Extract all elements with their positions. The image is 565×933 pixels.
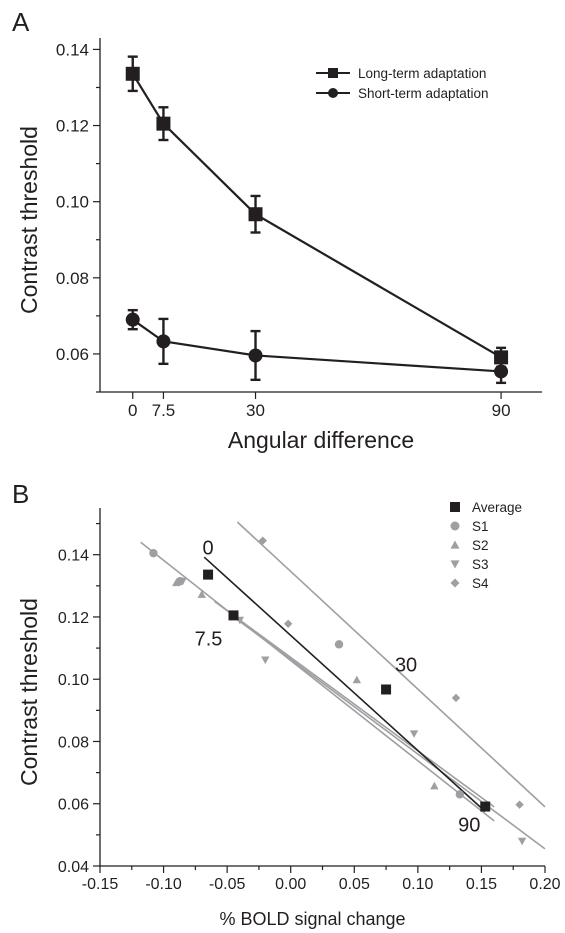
x-axis-title: % BOLD signal change [219, 909, 405, 929]
point-label: 0 [203, 538, 214, 560]
x-tick-label: 0.05 [339, 876, 370, 893]
x-tick-label: 0 [128, 401, 137, 420]
data-point [455, 790, 465, 799]
data-point [352, 675, 362, 684]
legend: Long-term adaptation Short-term adaptatio… [316, 66, 489, 101]
legend-marker [450, 540, 460, 549]
x-axis-title: Angular difference [228, 427, 414, 453]
panel-label: B [12, 479, 29, 509]
data-point [381, 684, 392, 695]
series-2 [172, 578, 439, 790]
legend-marker [328, 88, 338, 98]
fit-line-3 [229, 613, 546, 850]
data-point [203, 569, 214, 580]
data-point [451, 693, 461, 703]
data-point [197, 590, 206, 598]
legend-label: S2 [472, 538, 489, 553]
y-axis-title: Contrast threshold [16, 126, 42, 314]
legend-label: Average [472, 500, 522, 515]
data-point [515, 800, 524, 809]
data-point [283, 619, 293, 629]
y-axis-title: Contrast threshold [16, 598, 42, 786]
y-tick-label: 0.06 [58, 797, 89, 814]
fit-line-0 [203, 556, 486, 813]
y-tick-label: 0.08 [58, 734, 89, 751]
panel-label: A [12, 7, 30, 37]
y-tick-label: 0.08 [56, 269, 89, 288]
x-tick-label: 90 [492, 401, 511, 420]
legend-label: S4 [472, 576, 489, 591]
legend-label: S1 [472, 519, 489, 534]
data-point [125, 66, 140, 81]
legend-marker [328, 68, 338, 78]
y-tick-label: 0.14 [56, 40, 89, 59]
legend-label: S3 [472, 557, 489, 572]
data-point [172, 578, 181, 587]
y-tick-label: 0.14 [58, 548, 89, 565]
x-tick-label: 7.5 [152, 401, 176, 420]
x-tick-label: 30 [246, 401, 265, 420]
data-point [149, 548, 158, 558]
legend-marker [450, 560, 460, 569]
data-point [248, 348, 263, 363]
data-point [228, 610, 239, 621]
series-0 [125, 55, 509, 369]
data-point [261, 656, 270, 665]
data-point [494, 364, 509, 379]
data-point [156, 334, 171, 349]
data-point [156, 116, 171, 131]
legend-label: Long-term adaptation [358, 66, 486, 81]
data-point [334, 640, 344, 649]
series-line [131, 73, 502, 359]
panel-b: B 0.04 0.06 0.08 0.10 0.12 0.14 -0.15 -0.10 -0.05… [12, 479, 561, 929]
data-point [480, 801, 491, 812]
y-tick-label: 0.06 [56, 345, 89, 364]
series-0 [203, 569, 491, 812]
fit-line-2 [213, 600, 495, 808]
series-1 [149, 548, 465, 799]
point-label: 90 [458, 815, 480, 837]
y-tick-label: 0.10 [58, 672, 89, 689]
x-tick-label: -0.05 [209, 876, 246, 893]
legend: Average S1 S2 S3 S4 [450, 500, 522, 591]
legend-marker [450, 502, 460, 512]
x-tick-label: -0.15 [82, 876, 119, 893]
series-4 [258, 536, 524, 809]
data-point [125, 312, 140, 327]
x-tick-label: -0.10 [145, 876, 182, 893]
data-point [248, 207, 263, 222]
y-tick-label: 0.10 [56, 193, 89, 212]
fit-line-4 [236, 521, 546, 808]
fit-line-1 [140, 541, 495, 822]
data-point [258, 536, 267, 545]
data-point [409, 730, 419, 738]
x-tick-label: 0.10 [402, 876, 433, 893]
x-tick-label: 0.15 [466, 876, 497, 893]
series-1 [125, 308, 509, 385]
series-line [132, 318, 502, 373]
data-point [517, 837, 527, 846]
y-tick-label: 0.12 [58, 610, 89, 627]
point-label: 7.5 [195, 628, 223, 650]
x-tick-label: 0.00 [275, 876, 306, 893]
y-tick-label: 0.12 [56, 117, 89, 136]
x-tick-label: 0.20 [529, 876, 560, 893]
y-tick-label: 0.04 [58, 859, 89, 876]
legend-marker [450, 578, 460, 588]
legend-marker [450, 521, 460, 531]
data-point [430, 781, 439, 790]
data-point [178, 577, 187, 586]
point-label: 30 [395, 654, 417, 676]
panel-a: A 0.06 0.08 0.10 0.12 0.14 0 7.5 30 90 Angular dif… [12, 7, 542, 453]
legend-label: Short-term adaptation [358, 86, 489, 101]
